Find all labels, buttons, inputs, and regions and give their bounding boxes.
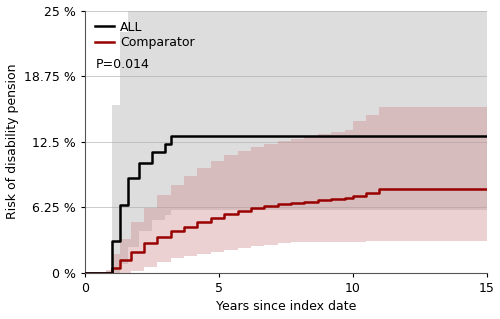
Comparator <box>168 229 173 233</box>
ALL <box>484 135 490 138</box>
Comparator <box>128 250 134 254</box>
Comparator <box>117 258 123 262</box>
Comparator <box>302 200 308 204</box>
ALL <box>162 142 168 146</box>
Comparator <box>363 191 369 195</box>
Comparator <box>141 241 147 245</box>
Comparator <box>342 197 347 200</box>
Comparator <box>350 194 356 198</box>
ALL <box>149 150 155 154</box>
Comparator <box>376 187 382 191</box>
Comparator <box>288 201 294 204</box>
Comparator <box>221 212 227 216</box>
ALL <box>168 135 173 138</box>
ALL <box>82 271 88 275</box>
ALL <box>117 203 123 207</box>
ALL <box>125 176 131 180</box>
Comparator <box>484 187 490 191</box>
Comparator <box>208 216 214 220</box>
ALL <box>136 161 141 165</box>
Comparator <box>234 209 240 213</box>
Line: ALL: ALL <box>85 137 486 273</box>
Comparator <box>82 271 88 275</box>
Comparator <box>315 198 321 202</box>
Comparator <box>104 271 110 275</box>
Legend: ALL, Comparator: ALL, Comparator <box>92 17 198 53</box>
ALL <box>104 271 110 275</box>
ALL <box>109 240 115 243</box>
Comparator <box>154 235 160 239</box>
Comparator <box>194 220 200 224</box>
Text: P=0.014: P=0.014 <box>96 58 150 71</box>
Line: Comparator: Comparator <box>85 189 486 273</box>
Comparator <box>109 266 115 270</box>
Comparator <box>248 206 254 210</box>
Comparator <box>262 204 268 208</box>
Comparator <box>328 197 334 201</box>
Y-axis label: Risk of disability pension: Risk of disability pension <box>6 64 18 219</box>
X-axis label: Years since index date: Years since index date <box>216 300 356 314</box>
Comparator <box>274 202 280 205</box>
Comparator <box>181 225 187 229</box>
